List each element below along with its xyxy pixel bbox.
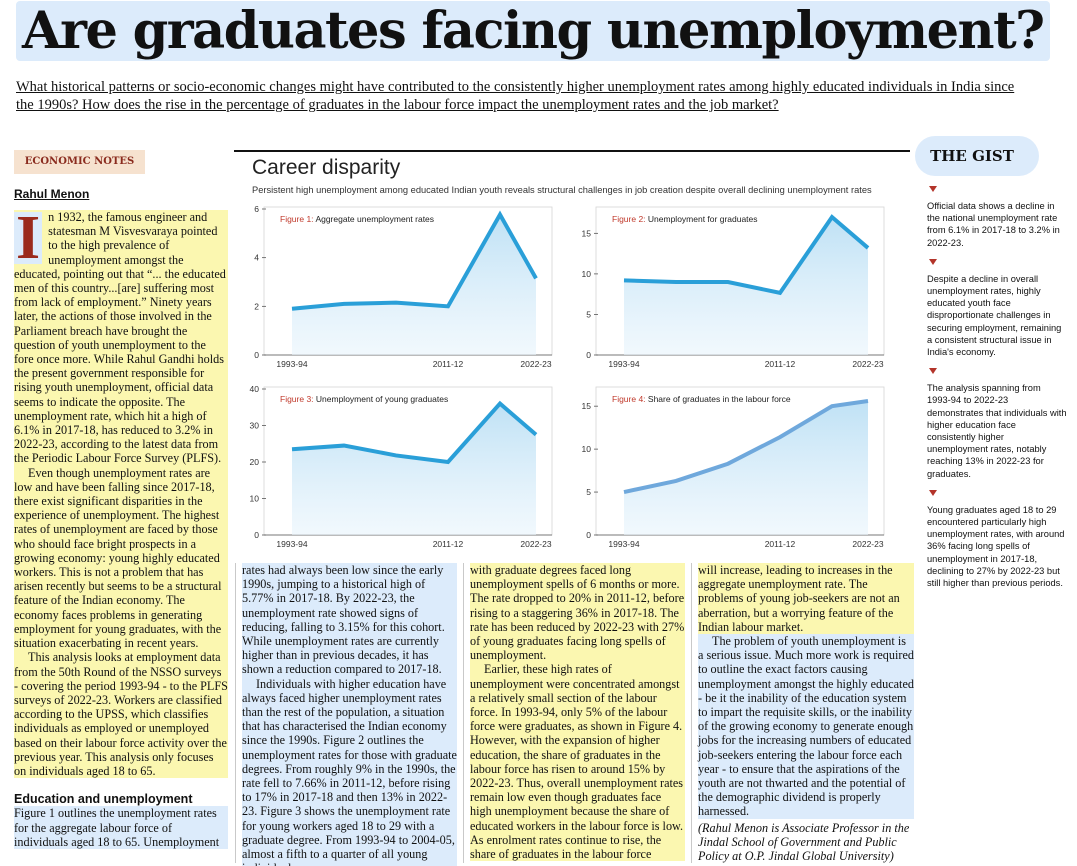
gist-item: Official data shows a decline in the nat… bbox=[927, 201, 1060, 248]
y-tick-label: 15 bbox=[582, 228, 592, 238]
series-area bbox=[624, 401, 868, 535]
column-divider bbox=[463, 563, 464, 863]
article-paragraph: Earlier, these high rates of unemploymen… bbox=[470, 662, 685, 862]
y-tick-label: 40 bbox=[250, 384, 260, 394]
y-tick-label: 0 bbox=[586, 350, 591, 360]
x-tick-label: 1993-94 bbox=[276, 359, 307, 369]
x-tick-label: 2011-12 bbox=[433, 539, 464, 549]
chart-panel-title: Career disparity bbox=[252, 156, 401, 179]
article-column-4: will increase, leading to increases in t… bbox=[698, 563, 914, 863]
figure-1-chart: 0 2 4 6 1993-94 2011-12 2022-23 Figure 1: Aggre… bbox=[254, 204, 553, 369]
y-tick-label: 10 bbox=[582, 444, 592, 454]
article-paragraph: will increase, leading to increases in t… bbox=[698, 563, 914, 635]
triangle-bullet-icon bbox=[929, 258, 937, 265]
y-tick-label: 15 bbox=[582, 401, 592, 411]
article-paragraph: rates had always been low since the earl… bbox=[242, 563, 457, 677]
series-line bbox=[291, 210, 538, 311]
gist-item: Despite a decline in overall unemploymen… bbox=[927, 273, 1062, 358]
article-paragraph: Figure 1 outlines the unemployment rates… bbox=[14, 806, 228, 849]
figure-4-chart: 0 5 10 15 1993-94 2011-12 2022-23 Figure 4: Sha… bbox=[582, 386, 885, 549]
article-column-2: rates had always been low since the earl… bbox=[242, 563, 457, 866]
chart-top-rule bbox=[234, 150, 910, 152]
series-area bbox=[292, 403, 536, 535]
triangle-bullet-icon bbox=[929, 186, 937, 192]
article-paragraph: This analysis looks at employment data f… bbox=[14, 650, 228, 779]
article-paragraph: with graduate degrees faced long unemplo… bbox=[470, 563, 685, 663]
column-divider bbox=[691, 563, 692, 863]
series-line bbox=[623, 399, 869, 495]
figure-title: Figure 4: Share of graduates in the labo… bbox=[612, 394, 791, 404]
y-tick-label: 5 bbox=[586, 487, 591, 497]
x-tick-label: 2022-23 bbox=[852, 539, 883, 549]
figure-title: Figure 2: Unemployment for graduates bbox=[612, 214, 758, 224]
author-bio: (Rahul Menon is Associate Professor in t… bbox=[698, 820, 910, 864]
y-tick-label: 30 bbox=[250, 421, 260, 431]
figure-2-chart: 0 5 10 15 1993-94 2011-12 2022-23 Figure 2: Une… bbox=[582, 206, 885, 369]
x-tick-label: 2011-12 bbox=[433, 359, 464, 369]
x-tick-label: 2022-23 bbox=[520, 359, 551, 369]
x-tick-label: 2011-12 bbox=[765, 539, 796, 549]
article-paragraph: Even though unemployment rates are low a… bbox=[14, 465, 228, 651]
y-tick-label: 0 bbox=[254, 530, 259, 540]
figure-title: Figure 1: Aggregate unemployment rates bbox=[280, 214, 434, 224]
y-tick-label: 2 bbox=[254, 301, 259, 311]
gist-title: THE GIST bbox=[915, 136, 1039, 176]
y-tick-label: 5 bbox=[586, 309, 591, 319]
gist-list: Official data shows a decline in the nat… bbox=[927, 186, 1067, 599]
series-line bbox=[291, 400, 538, 465]
triangle-bullet-icon bbox=[929, 368, 937, 375]
gist-item: The analysis spanning from 1993-94 to 20… bbox=[927, 383, 1067, 479]
x-tick-label: 2011-12 bbox=[765, 359, 796, 369]
figure-3-chart: 0 10 20 30 40 1993-94 2011-12 2022-23 Figure 3: … bbox=[250, 384, 553, 549]
y-tick-label: 0 bbox=[586, 530, 591, 540]
section-tag: ECONOMIC NOTES bbox=[14, 150, 145, 174]
drop-cap: I bbox=[14, 204, 43, 272]
x-tick-label: 1993-94 bbox=[276, 539, 307, 549]
y-tick-label: 20 bbox=[250, 457, 260, 467]
article-column-3: with graduate degrees faced long unemplo… bbox=[470, 563, 685, 862]
author-byline: Rahul Menon bbox=[14, 187, 90, 201]
article-paragraph: The problem of youth unemployment is a s… bbox=[698, 634, 914, 819]
y-tick-label: 10 bbox=[250, 494, 260, 504]
x-tick-label: 2022-23 bbox=[520, 539, 551, 549]
y-tick-label: 4 bbox=[254, 253, 259, 263]
x-tick-label: 2022-23 bbox=[852, 359, 883, 369]
y-tick-label: 10 bbox=[582, 269, 592, 279]
x-tick-label: 1993-94 bbox=[608, 359, 639, 369]
subheading: Education and unemployment bbox=[14, 792, 193, 807]
headline: Are graduates facing unemployment? bbox=[16, 0, 1066, 66]
column-divider bbox=[235, 563, 236, 863]
chart-panel-subtitle: Persistent high unemployment among educa… bbox=[252, 185, 872, 195]
standfirst: What historical patterns or socio-econom… bbox=[16, 79, 1015, 113]
series-line bbox=[623, 214, 870, 296]
x-tick-label: 1993-94 bbox=[608, 539, 639, 549]
gist-item: Young graduates aged 18 to 29 encountere… bbox=[927, 504, 1065, 589]
y-tick-label: 0 bbox=[254, 350, 259, 360]
triangle-bullet-icon bbox=[929, 489, 937, 496]
figure-title: Figure 3: Unemployment of young graduate… bbox=[280, 394, 448, 404]
y-tick-label: 6 bbox=[254, 204, 259, 214]
series-area bbox=[292, 214, 536, 355]
article-paragraph: Individuals with higher education have a… bbox=[242, 676, 457, 866]
